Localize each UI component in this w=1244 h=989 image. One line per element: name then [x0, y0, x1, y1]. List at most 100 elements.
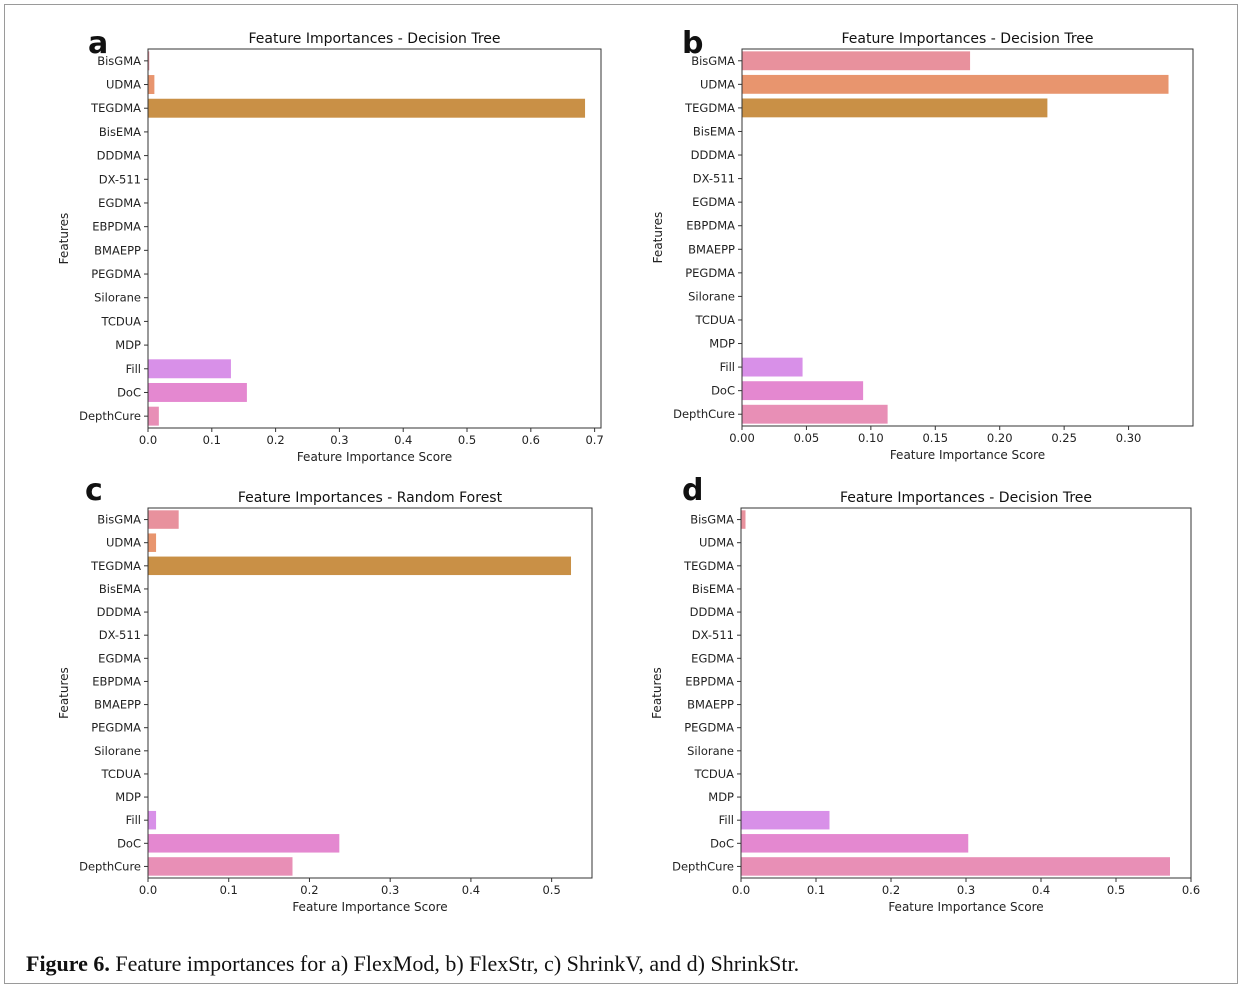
x-tick-label: 0.4	[394, 433, 412, 447]
y-tick-label: BisGMA	[690, 513, 734, 527]
chart-title: Feature Importances - Random Forest	[238, 490, 503, 506]
y-tick-label: DoC	[117, 385, 141, 399]
figure-caption: Figure 6. Feature importances for a) Fle…	[26, 951, 799, 977]
y-tick-label: BMAEPP	[94, 243, 141, 257]
caption-label: Figure 6.	[26, 951, 110, 976]
bar-bisgma	[148, 51, 150, 71]
y-tick-label: PEGDMA	[685, 266, 735, 280]
x-tick-label: 0.0	[139, 883, 157, 897]
bar-depthcure	[741, 857, 1170, 876]
y-tick-label: MDP	[709, 337, 735, 351]
y-tick-label: MDP	[115, 790, 141, 804]
bar-bisgma	[148, 510, 179, 529]
bar-udma	[742, 74, 1169, 94]
y-tick-label: Fill	[126, 813, 141, 827]
chart-title: Feature Importances - Decision Tree	[248, 31, 500, 47]
y-axis-label: Features	[650, 667, 664, 719]
plot-area	[147, 507, 593, 879]
panel-letter: c	[85, 473, 103, 508]
y-tick-label: BMAEPP	[94, 698, 141, 712]
figure-frame	[4, 4, 1238, 984]
y-tick-label: EBPDMA	[685, 674, 734, 688]
bar-doc	[742, 381, 864, 401]
y-tick-label: TEGDMA	[90, 101, 141, 115]
y-tick-label: Fill	[720, 360, 735, 374]
y-tick-label: DDDMA	[690, 605, 734, 619]
bar-doc	[148, 834, 340, 853]
x-tick-label: 0.3	[381, 883, 399, 897]
y-tick-label: DDDMA	[691, 148, 735, 162]
y-tick-label: DepthCure	[672, 859, 734, 873]
x-tick-label: 0.4	[1032, 883, 1050, 897]
x-tick-label: 0.20	[987, 431, 1013, 445]
bar-tegdma	[148, 556, 572, 576]
y-tick-label: EBPDMA	[686, 219, 735, 233]
panel-letter: b	[682, 26, 703, 61]
x-tick-label: 0.1	[220, 883, 238, 897]
y-tick-label: UDMA	[106, 78, 141, 92]
y-tick-label: Silorane	[94, 291, 141, 305]
x-tick-label: 0.05	[794, 431, 820, 445]
y-tick-label: DX-511	[692, 628, 734, 642]
x-axis-label: Feature Importance Score	[292, 900, 447, 914]
y-tick-label: BisGMA	[97, 54, 141, 68]
chart-title: Feature Importances - Decision Tree	[841, 31, 1093, 47]
y-tick-label: DX-511	[99, 628, 141, 642]
x-axis-label: Feature Importance Score	[890, 448, 1045, 462]
y-tick-label: MDP	[708, 790, 734, 804]
x-tick-label: 0.3	[330, 433, 348, 447]
y-tick-label: DX-511	[99, 172, 141, 186]
y-tick-label: DoC	[710, 836, 734, 850]
x-tick-label: 0.25	[1051, 431, 1077, 445]
x-tick-label: 0.30	[1116, 431, 1142, 445]
x-tick-label: 0.6	[522, 433, 540, 447]
y-tick-label: Silorane	[688, 289, 735, 303]
y-tick-label: EBPDMA	[92, 674, 141, 688]
y-tick-label: DepthCure	[79, 409, 141, 423]
y-tick-label: TEGDMA	[683, 559, 734, 573]
y-tick-label: TCDUA	[100, 314, 141, 328]
y-tick-label: EGDMA	[98, 651, 141, 665]
x-tick-label: 0.2	[266, 433, 284, 447]
x-tick-label: 0.5	[1107, 883, 1125, 897]
chart-panel-a: a Feature Importances - Decision Tree BisG…	[57, 26, 604, 464]
bar-doc	[148, 382, 247, 402]
y-tick-label: EGDMA	[691, 651, 734, 665]
y-tick-label: EGDMA	[692, 195, 735, 209]
y-tick-label: UDMA	[700, 77, 735, 91]
y-tick-label: TCDUA	[100, 767, 141, 781]
y-tick-label: PEGDMA	[91, 721, 141, 735]
y-tick-label: DepthCure	[673, 407, 735, 421]
chart-panel-b: b Feature Importances - Decision Tree BisG…	[651, 26, 1194, 462]
panel-letter: a	[88, 26, 108, 61]
y-axis-label: Features	[57, 213, 71, 265]
x-tick-label: 0.5	[458, 433, 476, 447]
y-tick-label: DoC	[117, 836, 141, 850]
bar-tegdma	[742, 98, 1048, 118]
bar-depthcure	[148, 857, 293, 876]
y-axis-label: Features	[651, 212, 665, 264]
y-tick-label: Silorane	[94, 744, 141, 758]
bar-depthcure	[148, 406, 159, 426]
x-axis-label: Feature Importance Score	[297, 450, 452, 464]
bar-udma	[148, 533, 157, 552]
x-tick-label: 0.3	[957, 883, 975, 897]
x-tick-label: 0.2	[882, 883, 900, 897]
y-tick-label: EBPDMA	[92, 220, 141, 234]
y-tick-label: DDDMA	[97, 605, 141, 619]
plot-area	[741, 48, 1194, 427]
y-tick-label: TEGDMA	[684, 101, 735, 115]
caption-text: Feature importances for a) FlexMod, b) F…	[109, 951, 800, 976]
bar-bisgma	[741, 510, 746, 529]
x-tick-label: 0.10	[858, 431, 884, 445]
y-tick-label: BisGMA	[97, 513, 141, 527]
y-tick-label: TEGDMA	[90, 559, 141, 573]
y-tick-label: UDMA	[699, 536, 734, 550]
x-tick-label: 0.4	[462, 883, 480, 897]
y-tick-label: Fill	[719, 813, 734, 827]
bar-depthcure	[742, 404, 888, 424]
x-tick-label: 0.0	[139, 433, 157, 447]
x-tick-label: 0.1	[807, 883, 825, 897]
plot-area	[147, 48, 602, 429]
y-tick-label: PEGDMA	[684, 721, 734, 735]
